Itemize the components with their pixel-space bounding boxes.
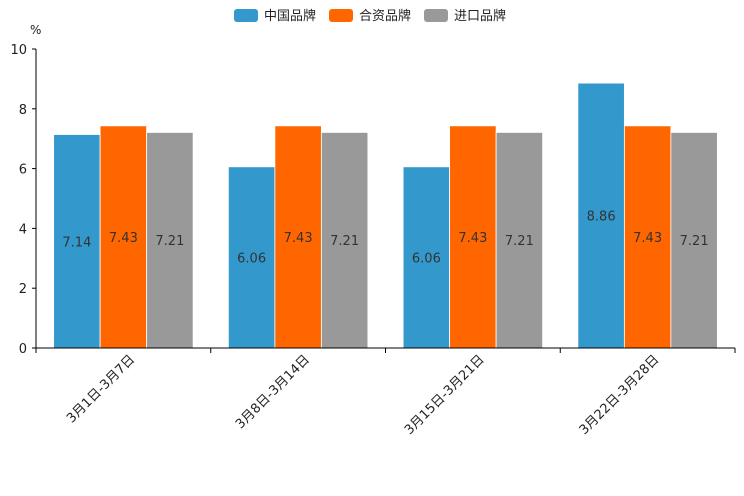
bar-1-3: [402, 166, 451, 349]
legend-swatch: [234, 9, 258, 22]
bar-value-label: 7.43: [458, 231, 487, 246]
y-tick-label: 2: [19, 282, 27, 297]
x-axis: 3月1日-3月7日 3月8日-3月14日 3月15日-3月21日 3月22日-3月28…: [35, 347, 736, 438]
legend-label: 合资品牌: [359, 8, 411, 24]
legend-swatch: [329, 9, 353, 22]
y-axis-unit-label: %: [30, 23, 41, 37]
y-tick-label: 8: [19, 103, 27, 118]
bar-value-label: 7.21: [680, 234, 709, 249]
y-tick-label: 6: [19, 163, 27, 178]
x-category-label: 3月15日-3月21日: [402, 352, 488, 438]
bar-value-label: 6.06: [237, 251, 266, 266]
y-tick-label: 4: [19, 222, 27, 237]
bar-value-label: 7.14: [62, 235, 91, 250]
bar-2-4: [623, 125, 672, 349]
bar-value-label: 7.21: [330, 234, 359, 249]
x-category-label: 3月1日-3月7日: [64, 352, 138, 426]
bar-value-label: 7.43: [284, 231, 313, 246]
bar-1-4: [577, 82, 625, 349]
bar-3-1: [146, 132, 194, 349]
legend-label: 进口品牌: [454, 8, 506, 24]
bar-value-label: 7.21: [155, 234, 184, 249]
legend-label: 中国品牌: [264, 8, 316, 24]
bar-3-4: [670, 132, 718, 349]
bar-2-1: [99, 125, 148, 349]
bar-value-label: 7.21: [505, 234, 534, 249]
bar-value-label: 7.43: [109, 231, 138, 246]
y-tick-label: 10: [10, 43, 27, 58]
bars: 7.14 6.06 6.06 8.86 7.43 7.43 7.43 7.43 7.21 7.21…: [53, 82, 718, 349]
y-axis: 0 2 4 6 8 10: [10, 43, 37, 357]
bar-value-label: 6.06: [412, 251, 441, 266]
bar-2-2: [274, 125, 322, 349]
bar-3-3: [495, 132, 544, 349]
legend: 中国品牌 合资品牌 进口品牌: [234, 8, 506, 24]
y-tick-label: 0: [19, 342, 27, 357]
bar-value-label: 8.86: [587, 210, 616, 225]
bar-1-2: [227, 166, 276, 349]
legend-swatch: [424, 9, 448, 22]
x-category-label: 3月8日-3月14日: [233, 352, 313, 432]
bar-value-label: 7.43: [633, 231, 662, 246]
x-category-label: 3月22日-3月28日: [577, 352, 663, 438]
bar-3-2: [320, 132, 369, 349]
